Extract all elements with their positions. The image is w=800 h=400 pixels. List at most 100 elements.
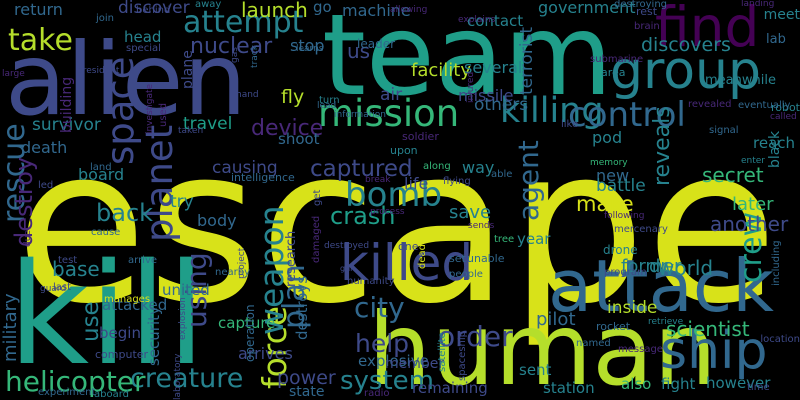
- cloud-word: injured: [466, 71, 476, 103]
- cloud-word: head: [124, 28, 162, 46]
- cloud-word: killed: [340, 234, 474, 292]
- cloud-word: satellite: [437, 332, 448, 372]
- cloud-word: return: [14, 0, 63, 19]
- cloud-word: reveals: [650, 106, 675, 186]
- cloud-word: landing: [741, 0, 775, 9]
- cloud-word: find: [655, 0, 760, 59]
- cloud-word: damaged: [311, 215, 322, 263]
- cloud-word: meet: [763, 7, 800, 23]
- cloud-word: device: [251, 116, 324, 141]
- cloud-word: like: [561, 119, 579, 130]
- cloud-word: pod: [592, 128, 623, 147]
- cloud-word: set: [449, 252, 466, 265]
- cloud-word: ship: [660, 321, 768, 381]
- cloud-word: hand: [236, 90, 259, 100]
- cloud-word: later: [732, 194, 774, 215]
- cloud-word: used: [158, 102, 169, 127]
- cloud-word: laboratory: [173, 353, 183, 400]
- cloud-word: united: [162, 281, 210, 299]
- cloud-word: including: [771, 240, 782, 286]
- cloud-word: control: [568, 95, 686, 135]
- cloud-word: city: [354, 291, 405, 324]
- cloud-word: enter: [741, 156, 766, 166]
- cloud-word: human: [368, 291, 717, 400]
- cloud-word: time: [747, 382, 770, 393]
- cloud-word: project: [237, 247, 247, 279]
- cloud-word: break: [365, 175, 391, 185]
- cloud-word: air: [380, 85, 403, 105]
- cloud-word: dead: [417, 244, 428, 269]
- cloud-word: mission: [318, 92, 460, 135]
- cloud-word: president: [77, 66, 120, 76]
- cloud-word: system: [340, 366, 434, 396]
- cloud-word: shoot: [278, 130, 320, 148]
- cloud-word: survivor: [32, 115, 101, 135]
- cloud-word: board: [78, 165, 125, 184]
- cloud-word: escape: [15, 100, 778, 351]
- cloud-word: unable: [467, 252, 505, 265]
- cloud-word: test: [58, 255, 78, 266]
- cloud-word: team: [322, 0, 613, 121]
- cloud-word: launch: [241, 0, 308, 22]
- cloud-word: group: [610, 41, 762, 101]
- cloud-word: contact: [467, 12, 524, 30]
- cloud-word: body: [197, 211, 237, 230]
- cloud-word: explosive: [358, 352, 429, 370]
- cloud-word: eventually: [738, 100, 791, 111]
- cloud-word: attack: [548, 244, 774, 328]
- cloud-word: submarine: [590, 54, 644, 65]
- cloud-word: power: [277, 367, 336, 389]
- cloud-word: track: [250, 45, 260, 68]
- cloud-word: stop: [290, 36, 325, 55]
- cloud-word: lab: [766, 32, 786, 47]
- cloud-word: attempt: [183, 5, 304, 40]
- cloud-word: program: [604, 267, 647, 278]
- cloud-word: explains: [458, 15, 496, 25]
- cloud-word: drone: [603, 243, 638, 257]
- cloud-word: help: [355, 329, 410, 358]
- cloud-word: destroying: [614, 0, 668, 10]
- cloud-word: new: [596, 166, 630, 185]
- cloud-word: humanity: [347, 276, 395, 287]
- cloud-word: however: [706, 374, 771, 392]
- cloud-word: battle: [596, 176, 646, 196]
- cloud-word: named: [576, 338, 611, 349]
- cloud-word: member: [385, 356, 445, 372]
- cloud-word: others: [474, 95, 529, 115]
- cloud-word: station: [543, 379, 595, 397]
- cloud-word: soldier: [402, 130, 439, 143]
- cloud-word: nearby: [215, 267, 250, 278]
- cloud-word: creature: [130, 363, 244, 394]
- cloud-word: gun: [340, 264, 356, 273]
- cloud-word: last: [53, 282, 72, 293]
- cloud-word: intelligence: [231, 171, 295, 184]
- cloud-word: world: [658, 256, 714, 280]
- cloud-word: allowing: [390, 5, 428, 15]
- cloud-word: bomb: [345, 175, 443, 215]
- cloud-word: sends: [468, 221, 495, 231]
- cloud-word: back: [96, 199, 154, 227]
- cloud-word: tree: [494, 234, 515, 245]
- cloud-word: experiment: [38, 387, 96, 398]
- cloud-word: us: [347, 39, 371, 63]
- cloud-word: life: [404, 174, 429, 193]
- cloud-word: building: [59, 76, 75, 133]
- cloud-word: following: [604, 211, 645, 221]
- cloud-word: try: [170, 192, 194, 212]
- cloud-word: discovers: [641, 34, 731, 56]
- cloud-word: military: [0, 293, 21, 362]
- cloud-word: area: [601, 66, 626, 79]
- cloud-word: killing: [500, 91, 604, 131]
- cloud-word: sent: [519, 361, 552, 379]
- cloud-word: message: [618, 344, 663, 355]
- cloud-word: signal: [709, 125, 739, 136]
- cloud-word: make: [576, 192, 634, 216]
- cloud-word: gas: [230, 47, 240, 63]
- cloud-word: revealed: [688, 99, 732, 110]
- cloud-word: memory: [590, 158, 628, 168]
- cloud-word: cause: [91, 227, 121, 238]
- cloud-word: along: [423, 161, 451, 172]
- cloud-word: investigate: [145, 83, 155, 134]
- cloud-word: another: [710, 212, 789, 236]
